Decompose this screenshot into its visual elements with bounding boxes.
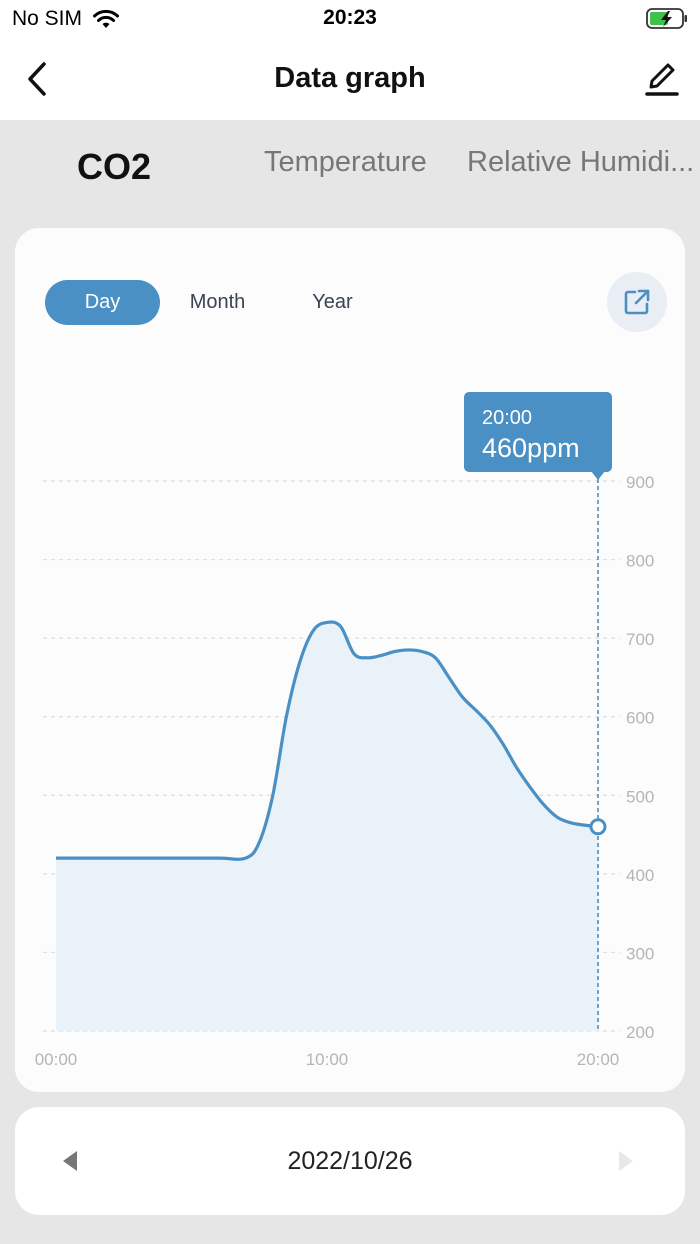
share-button[interactable] [607,272,667,332]
series-line [56,620,599,861]
tooltip-value: 460ppm [482,433,580,463]
y-tick-label: 300 [626,944,654,963]
triangle-right-icon[interactable] [613,1147,637,1175]
period-month-button[interactable]: Month [189,291,246,313]
date-navigator: 2022/10/26 [15,1107,685,1215]
battery-charging-icon [646,8,687,29]
edit-button[interactable] [642,58,682,100]
triangle-left-icon[interactable] [59,1147,83,1175]
x-tick-label: 20:00 [577,1050,620,1069]
co2-chart[interactable]: 200 300 400 500 600 700 800 900 00:00 10:00 20:00 2… [15,228,685,1092]
tooltip-time: 20:00 [482,407,532,429]
status-bar: No SIM 20:23 [0,0,700,40]
tooltip-box [464,392,612,472]
y-tick-label: 800 [626,552,654,571]
highlight-point [589,818,607,836]
nav-bar: Data graph [0,40,700,120]
status-time: 20:23 [323,6,377,29]
period-day-button[interactable]: Day [45,280,160,325]
y-tick-label: 400 [626,866,654,885]
back-button[interactable] [22,58,56,100]
period-year-button[interactable]: Year [312,291,353,313]
metric-tabs: CO2 Temperature Relative Humidi... [0,120,700,220]
tab-temperature[interactable]: Temperature [264,146,427,178]
tab-relative-humidity[interactable]: Relative Humidi... [467,146,695,178]
tab-co2[interactable]: CO2 [77,146,152,187]
carrier-label: No SIM [12,7,83,30]
pencil-icon [645,63,679,96]
y-tick-label: 900 [626,473,654,492]
x-tick-label: 00:00 [35,1050,78,1069]
y-tick-label: 700 [626,630,654,649]
area-fill [56,621,598,1031]
y-tick-label: 600 [626,709,654,728]
status-left: No SIM [12,7,120,31]
y-tick-label: 200 [626,1023,654,1042]
x-tick-label: 10:00 [306,1050,349,1069]
wifi-icon [93,9,120,28]
page-title: Data graph [274,62,426,94]
chevron-left-icon [28,62,46,96]
current-date: 2022/10/26 [287,1147,413,1175]
external-link-icon [624,289,650,315]
tooltip-pointer [591,471,605,480]
chart-card: 200 300 400 500 600 700 800 900 00:00 10:00 20:00 2… [15,228,685,1092]
y-tick-label: 500 [626,787,654,806]
